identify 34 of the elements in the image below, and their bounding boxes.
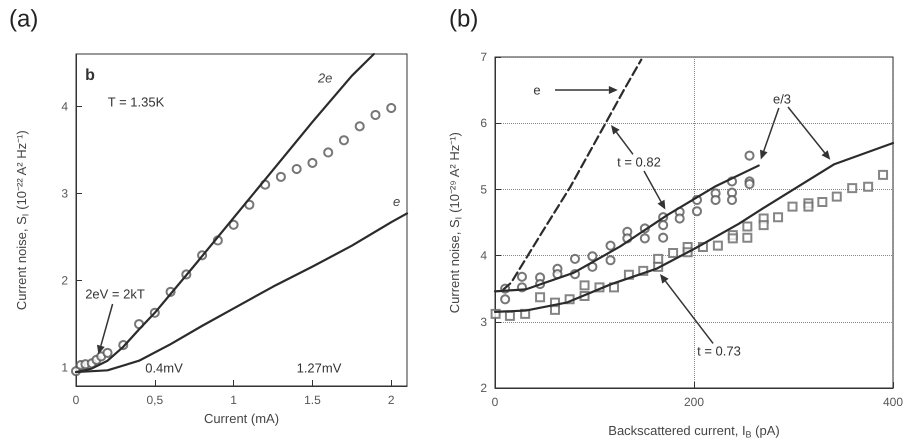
y-tick-label: 1 <box>61 360 68 375</box>
series-label: e <box>393 194 400 209</box>
y-tick-label: 4 <box>480 248 488 263</box>
series-label: 2e <box>316 70 332 86</box>
annotation: 1.27mV <box>296 360 342 376</box>
x-axis-title: Current (mA) <box>204 411 280 426</box>
y-axis-title: Current noise, SI (10⁻²⁹ A² Hz⁻¹) <box>447 132 464 314</box>
y-tick-label: 4 <box>61 99 68 114</box>
x-tick-label: 0 <box>72 393 80 407</box>
annotation: T = 1.35K <box>108 94 164 110</box>
x-tick-label: 0,5 <box>146 393 164 407</box>
x-tick-label: 0 <box>492 395 499 409</box>
x-tick-label: 2 <box>388 393 395 407</box>
y-tick-label: 3 <box>61 186 68 200</box>
y-axis-title: Current noise, SI (10⁻²² A² Hz⁻¹) <box>14 130 30 310</box>
annotation: e/3 <box>772 92 792 106</box>
x-tick-label: 400 <box>882 395 904 409</box>
annotation: 0.4mV <box>145 360 183 376</box>
y-tick-label: 5 <box>480 182 488 196</box>
y-tick-label: 2 <box>61 274 68 288</box>
x-tick-label: 1 <box>230 393 238 407</box>
y-tick-label: 2 <box>480 381 488 395</box>
x-tick-label: 200 <box>684 395 704 409</box>
y-tick-label: 3 <box>480 314 488 329</box>
annotation: t = 0.82 <box>617 154 661 170</box>
y-tick-label: 6 <box>480 116 488 130</box>
chart-title: (a) <box>9 6 38 32</box>
x-tick-label: 1.5 <box>304 393 322 407</box>
annotation: 2eV = 2kT <box>85 286 145 302</box>
annotation: t = 0.73 <box>697 344 741 358</box>
annotation: b <box>85 67 95 85</box>
y-tick-label: 7 <box>480 50 488 64</box>
chart-title: (b) <box>449 6 478 32</box>
annotation: e <box>533 82 541 98</box>
